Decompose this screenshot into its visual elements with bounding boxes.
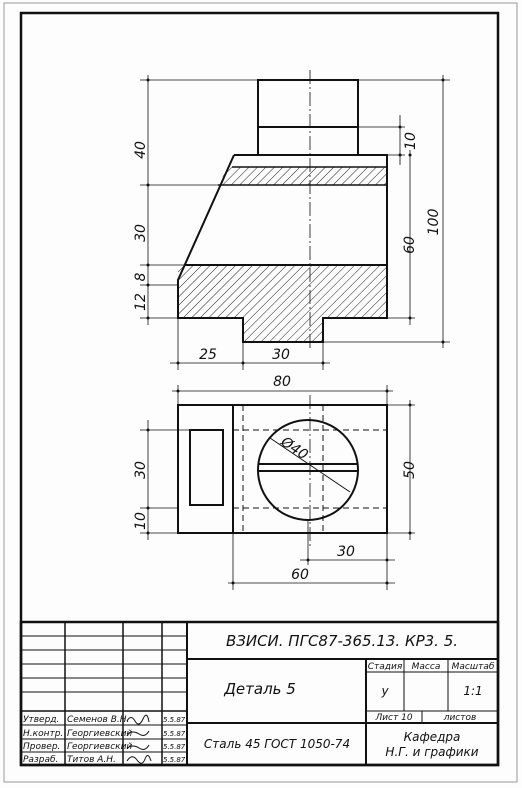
organization-line-1: Кафедра <box>404 730 461 744</box>
signature-scribble-1 <box>126 714 150 725</box>
signature-rows: Утверд. Семенов В.Н. 5.5.87 Н.контр. Гео… <box>23 714 186 765</box>
dim-60-lower: 60 <box>291 567 309 583</box>
header-mass: Масса <box>412 662 441 672</box>
sig-name-4: Титов А.Н. <box>67 755 116 765</box>
dim-50: 50 <box>402 461 418 479</box>
dim-8: 8 <box>133 272 149 281</box>
slot-rect <box>189 429 224 506</box>
sig-name-3: Георгиевский <box>67 742 132 752</box>
dim-60-right: 60 <box>402 236 418 254</box>
top-view <box>177 395 388 548</box>
sig-date-1: 5.5.87 <box>163 716 186 724</box>
drawing-designation: ВЗИСИ. ПГС87-365.13. КР3. 5. <box>226 632 458 650</box>
dim-40: 40 <box>133 141 149 159</box>
sig-role-3: Провер. <box>23 742 60 752</box>
sig-role-4: Разраб. <box>23 755 58 765</box>
stage-value: у <box>380 684 389 698</box>
body-outline <box>177 154 388 343</box>
dim-30-top: 30 <box>133 461 149 479</box>
sig-name-2: Георгиевский <box>67 729 132 739</box>
sig-role-1: Утверд. <box>23 715 59 725</box>
signature-scribble-4 <box>126 755 152 764</box>
header-stage: Стадия <box>368 662 403 672</box>
part-name: Деталь 5 <box>223 680 296 698</box>
dim-30: 30 <box>133 224 149 242</box>
front-view <box>177 70 388 350</box>
sig-name-1: Семенов В.Н. <box>67 715 129 725</box>
front-arrow-ticks <box>146 78 445 365</box>
dim-30-lower: 30 <box>337 544 355 560</box>
title-block <box>19 620 500 767</box>
sig-date-3: 5.5.87 <box>163 743 186 751</box>
organization-line-2: Н.Г. и графики <box>385 745 478 759</box>
dim-25: 25 <box>199 347 217 363</box>
sheets-label: листов <box>443 713 477 723</box>
sig-role-2: Н.контр. <box>23 729 63 739</box>
dim-80: 80 <box>273 374 291 390</box>
material: Сталь 45 ГОСТ 1050-74 <box>204 737 350 751</box>
dim-30-bottom: 30 <box>272 347 290 363</box>
header-scale: Масштаб <box>452 662 495 672</box>
signature-scribble-3 <box>126 744 150 750</box>
hatched-band-upper <box>218 167 387 185</box>
dim-10-top: 10 <box>133 512 149 530</box>
inner-frame <box>19 11 500 767</box>
hatched-base <box>178 265 387 342</box>
dim-100: 100 <box>426 209 442 236</box>
top-dimension-lines <box>140 385 415 590</box>
sig-date-2: 5.5.87 <box>163 730 186 738</box>
signature-scribble-2 <box>126 730 150 736</box>
dim-12: 12 <box>133 293 149 311</box>
dim-10-right: 10 <box>403 132 419 150</box>
top-outline <box>177 404 388 534</box>
sig-date-4: 5.5.87 <box>163 756 186 764</box>
dim-diameter: Ø40 <box>277 433 311 463</box>
outer-frame <box>3 2 518 783</box>
top-arrow-ticks <box>146 389 412 585</box>
sheet-label: Лист 10 <box>374 713 412 723</box>
top-boss <box>257 79 359 156</box>
scale-value: 1:1 <box>463 684 482 698</box>
front-dimension-lines <box>140 75 450 370</box>
